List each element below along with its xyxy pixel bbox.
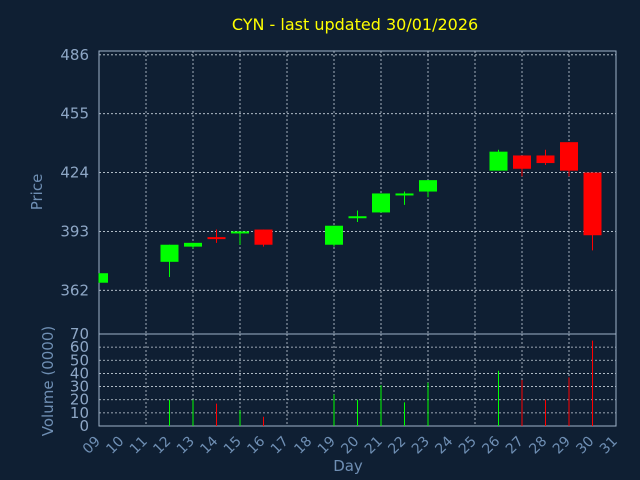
volume-tick-label: 70 <box>70 325 89 343</box>
volume-axis-label: Volume (0000) <box>39 326 57 436</box>
x-tick-label: 12 <box>150 434 174 458</box>
volume-tick-label: 50 <box>70 351 89 369</box>
candles <box>98 142 602 283</box>
candle-body <box>489 151 508 171</box>
x-tick-label: 15 <box>221 434 245 458</box>
x-tick-label: 18 <box>291 434 315 458</box>
chart-title: CYN - last updated 30/01/2026 <box>232 15 478 34</box>
price-grid <box>99 51 616 334</box>
candle-body <box>99 273 108 283</box>
x-tick-label: 20 <box>338 434 362 458</box>
candle-body <box>536 155 555 164</box>
candle-body <box>348 216 367 219</box>
volume-tick-label: 20 <box>70 391 89 409</box>
candle-body <box>560 142 578 171</box>
x-tick-label: 26 <box>479 433 503 457</box>
candle-body <box>513 155 531 169</box>
volume-tick-label: 30 <box>70 378 89 396</box>
price-axis: 362 393 424 455 486 <box>60 46 89 300</box>
volume-tick-label: 10 <box>70 404 89 422</box>
candle-body <box>184 242 202 247</box>
price-tick-label: 362 <box>60 281 89 299</box>
x-tick-label: 10 <box>103 434 127 458</box>
price-tick-label: 455 <box>60 105 89 123</box>
x-tick-label: 29 <box>550 434 574 458</box>
candle-body <box>254 229 273 245</box>
x-tick-label: 21 <box>362 434 386 458</box>
volume-tick-label: 0 <box>79 417 89 435</box>
x-tick-label: 13 <box>174 434 198 458</box>
candle-body <box>207 237 226 240</box>
x-tick-label: 22 <box>385 434 409 458</box>
x-tick-label: 28 <box>526 434 550 458</box>
x-tick-label: 31 <box>597 434 621 458</box>
x-tick-label: 30 <box>573 434 597 458</box>
candle-body <box>231 231 249 234</box>
x-axis: 09 10 11 12 13 14 15 16 17 18 19 20 21 22 23 24 25 26 27 28… <box>80 433 621 457</box>
candle-body <box>583 172 602 236</box>
x-tick-label: 09 <box>80 434 104 458</box>
x-tick-label: 23 <box>409 434 433 458</box>
x-tick-label: 24 <box>432 433 456 457</box>
x-tick-label: 19 <box>315 434 339 458</box>
candle-body <box>372 193 390 213</box>
volume-tick-label: 60 <box>70 338 89 356</box>
x-tick-label: 25 <box>456 434 480 458</box>
y-axis-label: Price <box>28 174 46 211</box>
candle-body <box>419 180 437 192</box>
x-tick-label: 17 <box>268 434 292 458</box>
price-tick-label: 393 <box>60 222 89 240</box>
price-tick-label: 486 <box>60 46 89 64</box>
price-tick-label: 424 <box>60 164 89 182</box>
volume-bars <box>169 340 593 426</box>
candle-body <box>160 244 179 262</box>
x-tick-label: 11 <box>127 434 151 458</box>
candle-body <box>325 225 343 245</box>
x-axis-label: Day <box>333 457 363 475</box>
x-tick-label: 14 <box>197 433 221 457</box>
candle-body <box>395 193 414 196</box>
x-tick-label: 27 <box>503 434 527 458</box>
x-tick-label: 16 <box>244 433 268 457</box>
price-panel-frame <box>98 50 617 335</box>
volume-tick-label: 40 <box>70 364 89 382</box>
